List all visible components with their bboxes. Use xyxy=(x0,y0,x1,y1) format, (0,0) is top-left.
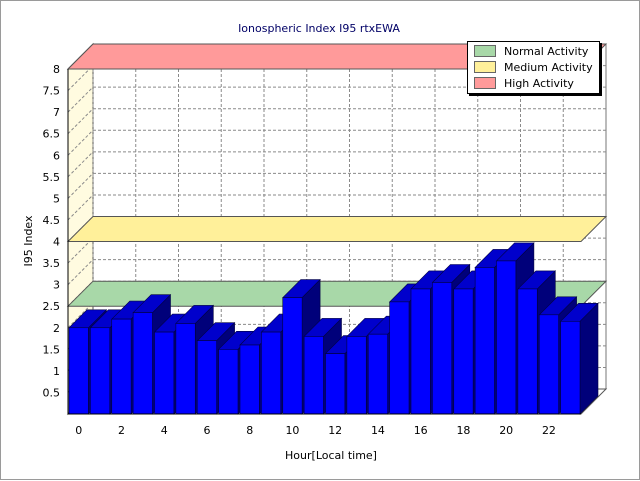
legend-item-high: High Activity xyxy=(468,75,599,91)
x-tick-label: 22 xyxy=(542,424,556,437)
x-tick-label: 18 xyxy=(456,424,470,437)
wall-gridline xyxy=(67,259,94,285)
wall-gridline xyxy=(67,302,94,329)
bar-front xyxy=(538,314,559,415)
x-axis-label: Hour[Local time] xyxy=(285,449,377,462)
bar-front xyxy=(282,297,303,415)
y-tick-label: 7 xyxy=(53,106,60,119)
legend-label-normal: Normal Activity xyxy=(504,44,589,58)
legend-swatch-normal xyxy=(474,45,496,57)
x-tick-label: 20 xyxy=(499,424,513,437)
y-tick-label: 4.5 xyxy=(43,214,61,227)
legend-label-high: High Activity xyxy=(504,76,574,90)
bar-front xyxy=(196,340,217,415)
y-tick-label: 1.5 xyxy=(43,343,61,356)
bar-front xyxy=(111,318,132,415)
x-tick-label: 0 xyxy=(75,424,82,437)
x-tick-label: 4 xyxy=(161,424,168,437)
legend-swatch-medium xyxy=(474,61,496,73)
bar-front xyxy=(239,344,260,415)
wall-gridline xyxy=(67,173,94,199)
wall-gridline xyxy=(67,129,94,156)
bar-front xyxy=(453,288,474,415)
y-tick-label: 6 xyxy=(53,149,60,162)
bar-front xyxy=(474,267,495,415)
wall-gridline xyxy=(67,65,94,91)
y-tick-label: 1 xyxy=(53,365,60,378)
y-tick-label: 2.5 xyxy=(43,300,61,313)
y-tick-label: 5.5 xyxy=(43,171,61,184)
bar-front xyxy=(560,320,581,415)
x-tick-label: 12 xyxy=(328,424,342,437)
wall-gridline xyxy=(67,108,94,135)
wall-gridline xyxy=(67,194,94,221)
bar-front xyxy=(432,282,453,415)
x-tick-label: 10 xyxy=(285,424,299,437)
y-tick-label: 0.5 xyxy=(43,386,61,399)
chart-title: Ionospheric Index I95 rtxEWA xyxy=(238,22,400,35)
legend-label-medium: Medium Activity xyxy=(504,60,593,74)
legend-item-normal: Normal Activity xyxy=(468,43,599,59)
bar-front xyxy=(154,331,175,415)
bar-front xyxy=(175,323,196,415)
y-tick-label: 3.5 xyxy=(43,257,61,270)
bar xyxy=(559,302,599,415)
y-tick-label: 3 xyxy=(53,279,60,292)
legend: Normal Activity Medium Activity High Act… xyxy=(467,41,600,94)
bar-front xyxy=(496,260,517,415)
wall-gridline xyxy=(67,86,94,113)
bar-front xyxy=(389,301,410,415)
bar-front xyxy=(517,288,538,415)
bar-front xyxy=(132,312,153,415)
y-tick-label: 5 xyxy=(53,192,60,205)
wall-gridline xyxy=(67,151,94,178)
x-tick-label: 8 xyxy=(246,424,253,437)
y-tick-label: 4 xyxy=(53,236,60,249)
bars xyxy=(68,242,599,415)
bar-front xyxy=(346,336,367,415)
band-plane-1 xyxy=(66,216,608,242)
bar-front xyxy=(303,336,324,415)
wall-gridline xyxy=(67,237,94,264)
bar-front xyxy=(410,288,431,415)
bar-front xyxy=(90,327,111,415)
y-tick-label: 8 xyxy=(53,63,60,76)
legend-item-medium: Medium Activity xyxy=(468,59,599,75)
x-tick-label: 2 xyxy=(118,424,125,437)
legend-swatch-high xyxy=(474,77,496,89)
bar-front xyxy=(218,349,239,415)
y-tick-label: 7.5 xyxy=(43,85,61,98)
bar-front xyxy=(68,327,89,415)
bar-front xyxy=(325,353,346,415)
y-tick-label: 6.5 xyxy=(43,128,61,141)
bar-side xyxy=(579,302,599,415)
bar-front xyxy=(261,331,282,415)
y-tick-label: 2 xyxy=(53,322,60,335)
x-tick-label: 14 xyxy=(371,424,385,437)
x-tick-label: 16 xyxy=(414,424,428,437)
y-axis-label: I95 Index xyxy=(22,215,35,267)
x-tick-label: 6 xyxy=(203,424,210,437)
bar-front xyxy=(367,333,388,415)
